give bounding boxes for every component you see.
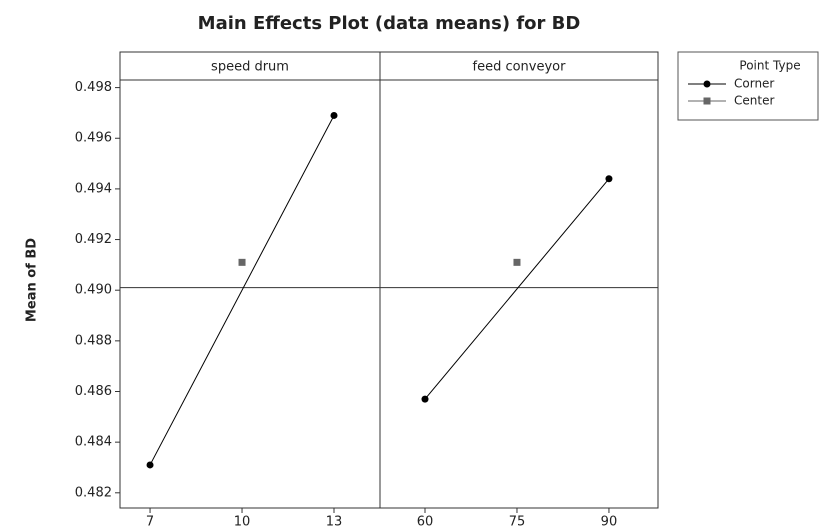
panel-frame — [379, 51, 659, 509]
legend-marker — [703, 97, 711, 105]
x-tick-label: 90 — [601, 515, 618, 530]
y-tick-label: 0.494 — [75, 181, 112, 196]
y-axis-label: Mean of BD — [25, 238, 40, 322]
marker — [513, 258, 521, 266]
x-tick-label: 75 — [509, 515, 526, 530]
line — [149, 115, 335, 466]
x-tick-label: 7 — [146, 515, 154, 530]
marker — [605, 175, 613, 183]
chart-title: Main Effects Plot (data means) for BD — [198, 13, 581, 34]
y-tick-label: 0.484 — [75, 435, 112, 450]
line — [424, 178, 610, 400]
marker — [421, 395, 429, 403]
y-tick-label: 0.496 — [75, 131, 112, 146]
legend-marker — [703, 80, 711, 88]
y-tick-label: 0.490 — [75, 283, 112, 298]
marker — [146, 461, 154, 469]
legend-box — [677, 51, 819, 121]
panel-frame — [119, 51, 381, 509]
x-tick-label: 60 — [417, 515, 434, 530]
marker — [238, 258, 246, 266]
y-tick-label: 0.486 — [75, 384, 112, 399]
y-tick-label: 0.498 — [75, 80, 112, 95]
panel-title: speed drum — [211, 60, 289, 75]
x-tick-label: 13 — [326, 515, 343, 530]
marker — [330, 111, 338, 119]
x-tick-label: 10 — [234, 515, 251, 530]
y-tick-label: 0.488 — [75, 333, 112, 348]
y-tick-label: 0.482 — [75, 485, 112, 500]
panel-title: feed conveyor — [473, 60, 567, 75]
y-tick-label: 0.492 — [75, 232, 112, 247]
legend-label: Center — [734, 94, 774, 108]
legend-title: Point Type — [739, 59, 800, 73]
legend-label: Corner — [734, 77, 774, 91]
